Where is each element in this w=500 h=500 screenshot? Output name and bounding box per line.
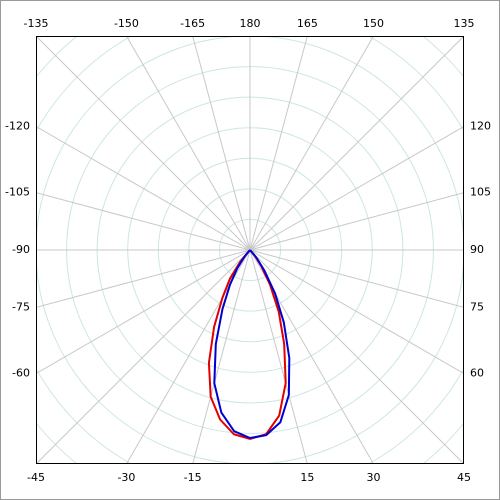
- spoke: [249, 249, 308, 464]
- spoke: [192, 36, 251, 251]
- angle-label: -75: [12, 300, 30, 313]
- angle-label: 15: [300, 471, 314, 484]
- spoke: [36, 249, 251, 464]
- spoke: [192, 249, 251, 464]
- angle-label: 30: [367, 471, 381, 484]
- spoke: [126, 36, 251, 251]
- spoke: [36, 192, 251, 251]
- plot-frame: [36, 36, 464, 464]
- angle-label: 180: [240, 17, 261, 30]
- curves: [207, 249, 291, 440]
- angle-label: 135: [454, 17, 475, 30]
- angle-label: -30: [117, 471, 135, 484]
- angle-label: -60: [12, 367, 30, 380]
- angle-label: 60: [470, 367, 484, 380]
- angle-label: -105: [5, 186, 30, 199]
- angle-label: -90: [12, 243, 30, 256]
- angle-label: -135: [24, 17, 49, 30]
- spoke: [249, 36, 464, 251]
- spoke: [249, 36, 374, 251]
- angle-label: -165: [180, 17, 205, 30]
- intensity-curve: [213, 249, 291, 440]
- spoke: [249, 192, 464, 251]
- spoke: [249, 126, 464, 251]
- spoke: [36, 36, 251, 251]
- angle-label: 45: [457, 471, 471, 484]
- angle-label: -120: [5, 119, 30, 132]
- angle-label: 75: [470, 300, 484, 313]
- angle-label: -45: [27, 471, 45, 484]
- angle-label: -150: [114, 17, 139, 30]
- spoke: [249, 249, 464, 374]
- spoke: [249, 249, 464, 308]
- angle-label: -15: [184, 471, 202, 484]
- spoke: [36, 249, 251, 308]
- spoke: [249, 36, 308, 251]
- spoke: [36, 249, 251, 374]
- angle-label: 150: [363, 17, 384, 30]
- labels: -135 -150 -165 180 165 150 135 120 105 90 75 60 45 30…: [5, 17, 491, 484]
- angle-label: 165: [297, 17, 318, 30]
- angle-label: 90: [470, 243, 484, 256]
- angle-label: 120: [470, 119, 491, 132]
- spoke: [36, 126, 251, 251]
- spoke: [249, 249, 464, 464]
- angle-label: 105: [470, 186, 491, 199]
